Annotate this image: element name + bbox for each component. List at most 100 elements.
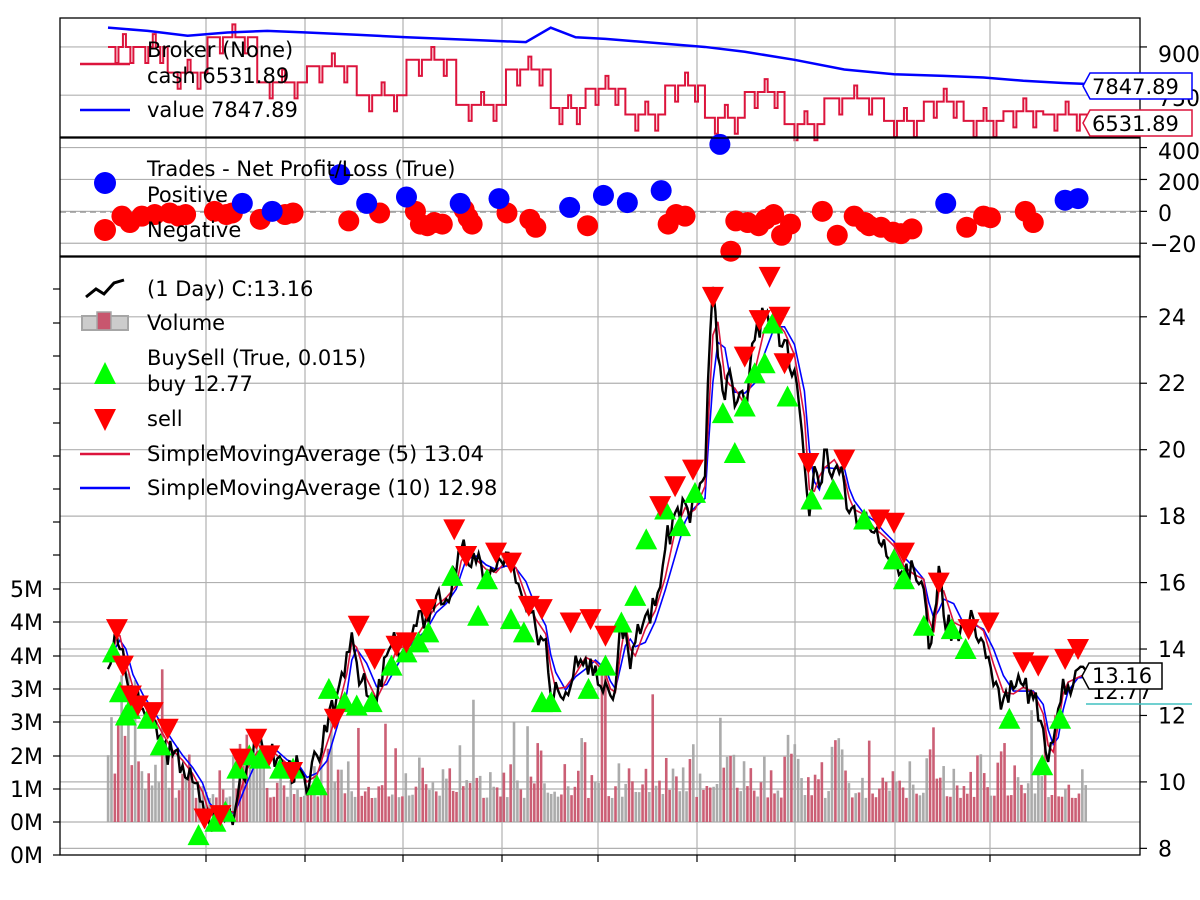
volume-bar — [1003, 743, 1006, 822]
buy-marker — [853, 508, 876, 530]
volume-bar — [823, 797, 827, 822]
volume-bar — [1026, 783, 1030, 822]
sell-marker — [126, 695, 149, 717]
volume-bar — [590, 775, 594, 822]
volume-bar — [269, 797, 272, 822]
buy-marker — [136, 707, 159, 729]
cash-line — [108, 23, 1089, 142]
volume-bar — [1057, 796, 1060, 822]
sell-marker — [701, 286, 724, 308]
volume-bar — [834, 740, 837, 822]
volume-bar — [813, 774, 817, 822]
sell-marker — [559, 612, 582, 634]
volume-bar — [661, 793, 665, 822]
volume-bar — [878, 788, 881, 822]
close-tag-box — [1081, 662, 1163, 690]
sell-marker — [455, 546, 478, 567]
volume-bar — [840, 749, 844, 822]
buy-marker — [822, 478, 845, 500]
volume-bar — [607, 796, 611, 822]
volume-bar — [553, 791, 556, 822]
trades-panel: 400 200 0 −20 Trades - Net Profit/Loss (… — [59, 133, 1200, 262]
volume-bar — [441, 769, 445, 822]
volume-bar — [837, 738, 841, 822]
volume-bar — [671, 768, 675, 822]
volume-bar — [702, 789, 705, 822]
negative-trade-point — [979, 207, 1001, 229]
volume-bar — [874, 797, 878, 822]
buy-marker — [149, 734, 172, 756]
negative-trade-point — [763, 204, 785, 226]
buy-marker — [360, 691, 383, 713]
value-last-tag: 7847.89 — [1082, 72, 1193, 100]
sell-marker — [156, 718, 179, 740]
volume-bar — [746, 786, 749, 822]
volume-bar — [894, 781, 898, 822]
buy-marker — [467, 604, 490, 626]
volume-bar — [597, 783, 600, 822]
volume-bar — [881, 777, 885, 822]
value-tag-box — [1082, 72, 1193, 100]
price-tick-label: 20 — [1158, 439, 1186, 464]
volume-legend-bar — [96, 311, 112, 331]
negative-trade-point — [577, 215, 599, 237]
volume-bar — [147, 773, 150, 822]
volume-bar — [411, 794, 414, 822]
volume-bar — [140, 771, 144, 822]
buy-marker — [733, 395, 756, 417]
volume-bar — [560, 794, 563, 822]
volume-tick-label: 2M — [10, 745, 43, 770]
volume-bar — [810, 795, 814, 822]
broker-panel: 900 750 Broker (None) cash 6531.89 value… — [59, 17, 1200, 142]
price-y-ticks: 8 10 12 14 16 18 20 22 24 — [1140, 306, 1186, 862]
negative-trade-point — [175, 204, 197, 226]
cash-last-tag: 6531.89 — [1082, 109, 1193, 137]
buysell-legend-title: BuySell (True, 0.015) buy 12.77 — [147, 346, 373, 396]
buy-marker — [317, 677, 340, 699]
volume-bar — [407, 795, 411, 822]
negative-legend-marker — [94, 219, 116, 241]
volume-bar — [681, 767, 685, 822]
negative-trade-point — [1022, 212, 1044, 234]
volume-bar — [414, 786, 418, 822]
volume-bar — [1064, 788, 1067, 822]
volume-bar — [648, 792, 651, 822]
volume-bar — [492, 786, 496, 822]
volume-bar — [715, 784, 719, 822]
volume-bar — [675, 776, 678, 822]
volume-bar — [116, 720, 120, 822]
positive-trade-point — [449, 192, 471, 214]
volume-tick-label: 4M — [10, 645, 43, 670]
volume-bar — [157, 782, 161, 822]
close-tag-label: 13.16 — [1092, 664, 1152, 688]
volume-bar — [905, 797, 908, 822]
volume-bar — [316, 796, 320, 822]
volume-bar — [854, 793, 857, 822]
volume-bar — [130, 765, 134, 822]
buy-marker — [753, 352, 776, 374]
volume-bar — [546, 792, 550, 822]
volume-bar — [915, 793, 918, 822]
volume-bar — [1060, 796, 1064, 822]
sell-marker — [193, 808, 216, 830]
volume-tick-label: 5M — [10, 578, 43, 603]
volume-bar — [922, 792, 925, 822]
volume-bar — [502, 772, 506, 822]
volume-bar — [516, 780, 519, 822]
volume-bar — [796, 758, 800, 822]
negative-trade-point — [780, 213, 802, 235]
volume-bar — [1077, 793, 1081, 822]
volume-bar — [729, 755, 732, 822]
cash-tag-label: 6531.89 — [1092, 112, 1179, 136]
price-tick-label: 24 — [1158, 306, 1186, 331]
volume-bar — [735, 787, 739, 822]
sell-marker — [797, 452, 820, 474]
sell-marker — [1027, 655, 1050, 677]
sell-marker — [258, 745, 281, 767]
price-tick-label: 10 — [1158, 771, 1186, 796]
volume-bar — [908, 761, 912, 822]
volume-tick-label: 0M — [10, 811, 43, 836]
volume-bar — [421, 767, 424, 822]
volume-bar — [384, 723, 387, 822]
volume-bar — [306, 790, 309, 822]
